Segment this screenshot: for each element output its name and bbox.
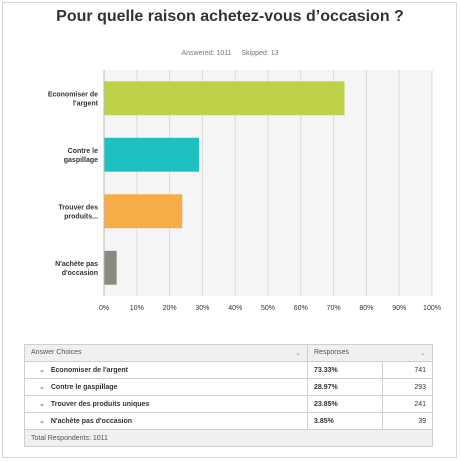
table-row[interactable]: ⌄ N'achète pas d'occasion 3.85% 39 — [24, 412, 434, 430]
choice-cell: ⌄ Economiser de l'argent — [24, 361, 308, 379]
choice-label: N'achète pas d'occasion — [50, 418, 133, 425]
y-category-label: Economiser de — [48, 91, 98, 98]
x-tick-label: 20% — [163, 305, 177, 312]
responses-header[interactable]: Responses ⌄ — [307, 344, 433, 362]
chevron-down-icon[interactable]: ⌄ — [39, 384, 45, 391]
x-tick-label: 100% — [423, 305, 441, 312]
x-tick-label: 80% — [359, 305, 373, 312]
skipped-count: Skipped: 13 — [241, 50, 279, 57]
chevron-down-icon[interactable]: ⌄ — [39, 401, 45, 408]
choice-cell: ⌄ N'achète pas d'occasion — [24, 412, 308, 430]
responses-header-label: Responses — [314, 349, 350, 356]
x-tick-label: 50% — [261, 305, 275, 312]
response-stats: Answered: 1011 Skipped: 13 — [0, 50, 460, 57]
total-row: Total Respondents: 1011 — [24, 429, 433, 447]
x-tick-label: 60% — [294, 305, 308, 312]
bar — [104, 137, 200, 172]
question-title: Pour quelle raison achetez-vous d’occasi… — [56, 8, 404, 25]
percent-cell: 73.33% — [307, 361, 383, 379]
count-cell: 293 — [381, 378, 434, 396]
percent-cell: 28.97% — [307, 378, 383, 396]
choice-label: Trouver des produits uniques — [50, 401, 150, 408]
answers-table: Answer Choices ⌄ Responses ⌄ ⌄ Economiser d… — [24, 344, 434, 447]
choice-cell: ⌄ Trouver des produits uniques — [24, 395, 308, 413]
choice-cell: ⌄ Contre le gaspillage — [24, 378, 308, 396]
x-tick-label: 30% — [195, 305, 209, 312]
chevron-down-icon[interactable]: ⌄ — [39, 367, 45, 374]
percent-cell: 23.85% — [307, 395, 383, 413]
x-tick-label: 90% — [392, 305, 406, 312]
answer-choices-header-label: Answer Choices — [31, 349, 82, 356]
bar — [104, 194, 183, 229]
bar — [104, 250, 117, 285]
y-category-label: produits... — [64, 213, 98, 220]
x-tick-label: 70% — [327, 305, 341, 312]
percent-cell: 3.85% — [307, 412, 383, 430]
choice-label: Economiser de l'argent — [50, 367, 129, 374]
count-cell: 241 — [381, 395, 434, 413]
bar — [104, 81, 345, 116]
chevron-down-icon: ⌄ — [420, 350, 426, 357]
y-category-label: d'occasion — [62, 270, 98, 277]
total-respondents: Total Respondents: 1011 — [24, 429, 433, 447]
survey-frame — [2, 2, 457, 458]
y-category-label: gaspillage — [64, 157, 98, 164]
count-cell: 741 — [381, 361, 434, 379]
table-header-row: Answer Choices ⌄ Responses ⌄ — [24, 344, 433, 362]
chevron-down-icon: ⌄ — [295, 350, 301, 357]
answer-choices-header[interactable]: Answer Choices ⌄ — [24, 344, 308, 362]
y-category-label: Contre le — [68, 148, 98, 155]
x-tick-label: 0% — [99, 305, 109, 312]
y-category-label: N'achète pas — [55, 261, 98, 268]
answered-count: Answered: 1011 — [181, 50, 232, 57]
count-cell: 39 — [381, 412, 434, 430]
x-tick-label: 10% — [130, 305, 144, 312]
table-row[interactable]: ⌄ Trouver des produits uniques 23.85% 241 — [24, 395, 434, 413]
table-row[interactable]: ⌄ Economiser de l'argent 73.33% 741 — [24, 361, 434, 379]
bar-chart: 0% 10% 20% 30% 40% 50% 60% 70% 80% 90% 100% Economi… — [48, 70, 441, 312]
choice-label: Contre le gaspillage — [50, 384, 118, 391]
y-category-label: Trouver des — [58, 204, 98, 211]
chevron-down-icon[interactable]: ⌄ — [39, 418, 45, 425]
x-tick-label: 40% — [228, 305, 242, 312]
y-category-label: l'argent — [73, 100, 99, 107]
table-row[interactable]: ⌄ Contre le gaspillage 28.97% 293 — [24, 378, 434, 396]
